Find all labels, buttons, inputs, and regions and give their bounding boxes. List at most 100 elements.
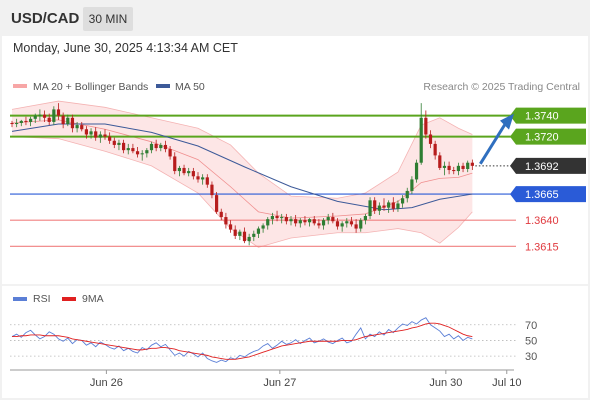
symbol-label: USD/CAD — [11, 10, 80, 27]
candle-body — [224, 217, 228, 225]
bollinger-band-area — [12, 101, 473, 248]
candle-body — [219, 211, 223, 218]
ma50-legend-label: MA 50 — [175, 81, 205, 93]
candle-body — [52, 109, 56, 122]
copyright-label: Research © 2025 Trading Central — [423, 81, 580, 93]
candle-body — [33, 115, 37, 119]
candle-body — [303, 220, 307, 223]
level-label-1.3640: 1.3640 — [525, 215, 559, 227]
candle-body — [452, 170, 456, 172]
rsi-ma-legend-label: 9MA — [82, 293, 104, 305]
candle-body — [47, 117, 51, 122]
forecast-arrow-head — [500, 113, 514, 130]
candle-body — [238, 231, 242, 236]
candle-body — [252, 233, 256, 237]
candle-body — [177, 167, 181, 172]
candle-body — [159, 144, 163, 149]
level-badge-1.3665 — [510, 186, 586, 203]
candle-body — [173, 156, 177, 172]
candle-body — [308, 219, 312, 223]
level-label-1.3720: 1.3720 — [525, 132, 559, 144]
candle-body — [363, 216, 367, 221]
candle-body — [112, 140, 116, 145]
candle-body — [414, 162, 419, 180]
candle-body — [29, 118, 33, 122]
candle-body — [256, 228, 261, 234]
candle-body — [84, 129, 88, 135]
x-tick-label: Jul 10 — [492, 377, 521, 389]
candle-body — [326, 217, 330, 221]
candle-body — [317, 223, 321, 226]
candle-body — [345, 221, 349, 224]
candle-body — [228, 224, 233, 230]
rsi-ma-line — [12, 322, 473, 360]
candle-body — [340, 223, 344, 227]
candle-body — [294, 219, 298, 224]
candle-body — [61, 115, 65, 125]
candle-body — [233, 229, 237, 236]
x-tick-label: Jun 30 — [429, 377, 462, 389]
candle-body — [387, 202, 391, 208]
candle-body — [284, 217, 288, 222]
candle-body — [373, 200, 377, 211]
level-badge-1.3740 — [510, 107, 586, 124]
candle-body — [331, 217, 335, 222]
current-price-badge — [510, 157, 586, 174]
timeframe-button[interactable]: 30 MIN — [83, 7, 133, 31]
candle-body — [210, 184, 214, 196]
candle-body — [89, 131, 93, 135]
bollinger-upper-line — [11, 100, 473, 199]
candle-body — [280, 217, 284, 219]
candle-body — [461, 165, 465, 169]
candle-body — [368, 200, 372, 217]
candle-body — [140, 153, 144, 155]
candle-body — [396, 203, 400, 209]
candle-body — [42, 114, 47, 118]
current-price-label: 1.3692 — [525, 161, 559, 173]
candle-body — [424, 117, 428, 135]
candle-body — [182, 167, 186, 174]
rsi-tick-70: 70 — [525, 320, 537, 332]
candle-body — [122, 142, 126, 151]
candle-body — [98, 134, 102, 138]
candle-body — [359, 220, 363, 229]
candle-body — [145, 150, 149, 154]
candle-body — [135, 151, 140, 155]
rsi-tick-50: 50 — [525, 335, 537, 347]
bollinger-legend-swatch — [13, 84, 27, 88]
candle-body — [298, 220, 302, 224]
bollinger-legend-label: MA 20 + Bollinger Bands — [33, 81, 148, 93]
candle-body — [205, 177, 209, 185]
ma50-legend-swatch — [156, 84, 170, 88]
candle-body — [103, 134, 107, 137]
candle-body — [38, 114, 42, 116]
candle-body — [419, 117, 423, 163]
candle-body — [149, 143, 154, 151]
candle-body — [80, 125, 84, 130]
candle-body — [266, 219, 270, 226]
candle-body — [126, 148, 130, 151]
rsi-line — [11, 317, 473, 363]
forecast-arrow-line — [479, 121, 508, 165]
timestamp-label: Monday, June 30, 2025 4:13:34 AM CET — [13, 41, 238, 55]
x-tick-label: Jun 26 — [90, 377, 123, 389]
candles-group — [10, 103, 474, 246]
candle-body — [470, 162, 474, 166]
candle-body — [405, 190, 409, 199]
candle-body — [410, 179, 414, 191]
rsi-tick-30: 30 — [525, 351, 537, 363]
candle-body — [131, 148, 135, 152]
candle-body — [56, 109, 61, 116]
ma50-line — [11, 123, 473, 211]
candle-body — [201, 177, 205, 180]
level-badge-1.3720 — [510, 128, 586, 145]
candle-body — [391, 202, 395, 209]
candle-body — [335, 221, 340, 227]
candle-body — [442, 165, 447, 168]
candle-body — [75, 125, 79, 129]
candle-body — [312, 219, 316, 224]
candle-body — [187, 171, 191, 174]
candle-body — [270, 216, 274, 220]
candle-body — [70, 117, 75, 129]
